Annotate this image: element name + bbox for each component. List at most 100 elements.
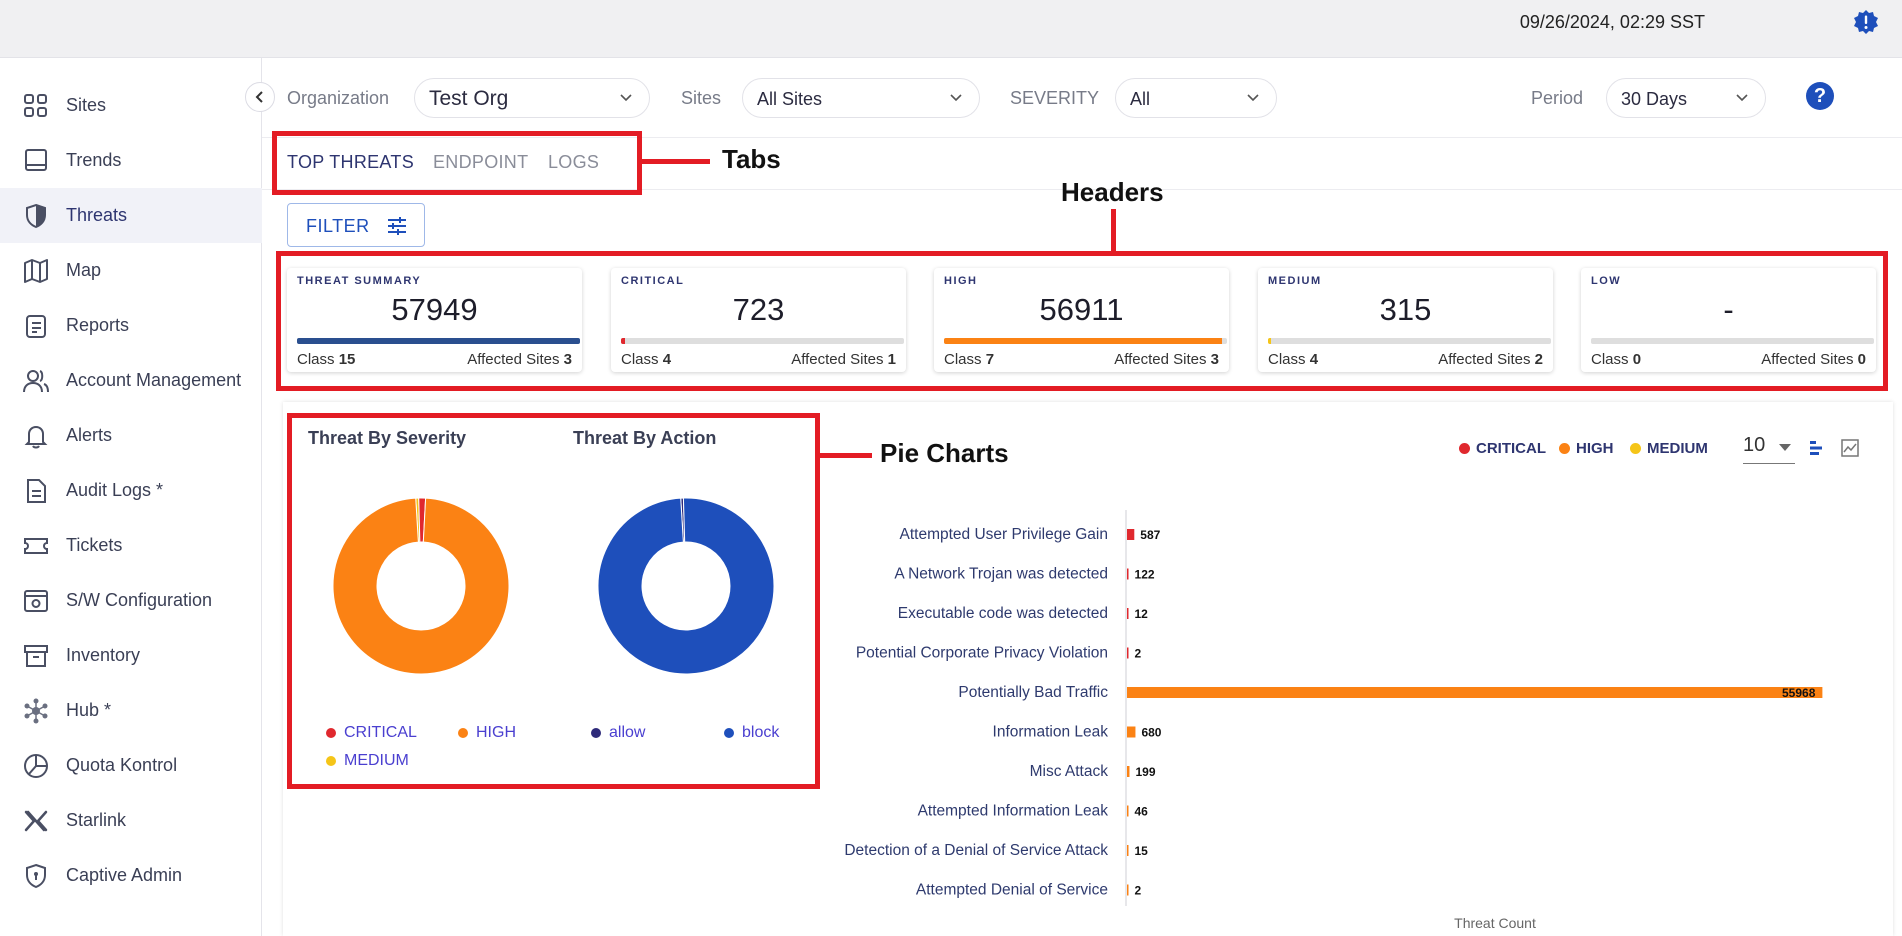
pie-charts-annotation-box [287,413,820,789]
sidebar-item-hub[interactable]: Hub * [0,683,262,738]
summary-card-medium[interactable]: MEDIUM 315 Class 4 Affected Sites 2 [1258,268,1553,372]
sidebar-item-quota-kontrol[interactable]: Quota Kontrol [0,738,262,793]
bar-legend-high[interactable]: HIGH [1559,440,1614,457]
card-progress-bar [621,338,904,344]
caret-down-icon [1779,444,1791,451]
bar-information-leak[interactable] [1127,726,1136,738]
bar-attempted-user-privilege-gain[interactable] [1127,529,1135,540]
sidebar-item-inventory[interactable]: Inventory [0,628,262,683]
sidebar-item-audit-logs[interactable]: Audit Logs * [0,463,262,518]
starlink-icon [24,810,48,831]
bar-category-label: Information Leak [993,724,1109,741]
severity-slice-high[interactable] [333,498,509,674]
bar-value-label: 15 [1135,844,1149,858]
chevron-down-icon [950,94,962,102]
sidebar-item-tickets[interactable]: Tickets [0,518,262,573]
organization-label: Organization [287,88,390,108]
bar-misc-attack[interactable] [1127,766,1130,777]
alert-badge-icon[interactable] [1853,9,1879,35]
line-chart-view-icon[interactable] [1840,438,1860,458]
period-select[interactable]: 30 Days [1606,78,1766,118]
filter-button[interactable]: FILTER [287,203,425,247]
card-class-count: 7 [985,351,995,368]
card-class-label: Class [1268,351,1306,368]
sidebar-item-threats[interactable]: Threats [0,188,262,243]
legend-label: CRITICAL [1476,440,1546,457]
sidebar-item-account-management[interactable]: Account Management [0,353,262,408]
tab-endpoint[interactable]: ENDPOINT [433,152,529,172]
card-class: Class 0 [1591,351,1641,368]
headers-annotation-label: Headers [1061,177,1164,207]
sidebar-item-label: Inventory [66,645,141,665]
sidebar-item-sw-configuration[interactable]: S/W Configuration [0,573,262,628]
action-legend-block[interactable]: block [724,724,779,742]
shield-icon [26,203,46,228]
sidebar-item-sites[interactable]: Sites [0,78,262,133]
period-label: Period [1531,88,1584,108]
legend-dot [1559,443,1570,454]
card-title: THREAT SUMMARY [297,275,422,287]
monitor-icon [25,148,47,171]
bar-executable-code-was-detected[interactable] [1127,608,1129,619]
card-class-count: 4 [662,351,672,368]
action-slice-block[interactable] [598,498,774,674]
bar-value-label: 680 [1141,726,1161,740]
card-class-label: Class [1591,351,1629,368]
severity-legend-critical[interactable]: CRITICAL [326,724,417,742]
bar-detection-of-a-denial-of-service-attack[interactable] [1127,845,1129,856]
severity-select[interactable]: All [1115,78,1277,118]
sidebar-item-starlink[interactable]: Starlink [0,793,262,848]
bar-potentially-bad-traffic[interactable] [1127,687,1823,698]
summary-card-critical[interactable]: CRITICAL 723 Class 4 Affected Sites 1 [611,268,906,372]
sidebar: Sites Trends Threats Map Reports Account… [0,58,262,936]
card-affected-label: Affected Sites [1761,351,1854,368]
chevron-left-icon [255,91,263,103]
organization-value: Test Org [429,87,509,110]
datetime-display: 09/26/2024, 02:29 SST [1519,12,1705,32]
bar-attempted-information-leak[interactable] [1127,805,1129,817]
tabs-annotation-box [272,131,642,195]
legend-label: MEDIUM [1647,440,1708,457]
x-axis-label: Threat Count [1454,915,1536,931]
summary-card-threat-summary[interactable]: THREAT SUMMARY 57949 Class 15 Affected Site… [287,268,582,372]
config-icon [24,589,48,612]
bar-value-label: 199 [1135,765,1155,779]
bar-legend-medium[interactable]: MEDIUM [1630,440,1708,457]
bar-value-label: 46 [1135,805,1149,819]
severity-legend-medium[interactable]: MEDIUM [326,752,409,770]
bar-attempted-denial-of-service[interactable] [1127,884,1129,896]
legend-label: CRITICAL [344,724,417,741]
sites-select[interactable]: All Sites [742,78,980,118]
bar-potential-corporate-privacy-violation[interactable] [1127,647,1129,659]
sidebar-item-trends[interactable]: Trends [0,133,262,188]
bar-chart-view-icon[interactable] [1808,438,1828,458]
bar-a-network-trojan-was-detected[interactable] [1127,568,1129,580]
severity-donut-chart [333,498,509,674]
severity-pie-title: Threat By Severity [308,428,467,448]
sidebar-item-alerts[interactable]: Alerts [0,408,262,463]
sidebar-item-map[interactable]: Map [0,243,262,298]
sidebar-item-captive-admin[interactable]: Captive Admin [0,848,262,903]
action-legend-allow[interactable]: allow [591,724,645,742]
period-value: 30 Days [1621,89,1688,109]
summary-card-high[interactable]: HIGH 56911 Class 7 Affected Sites 3 [934,268,1229,372]
card-class: Class 15 [297,351,355,368]
tab-logs[interactable]: LOGS [548,152,600,172]
organization-select[interactable]: Test Org [414,78,650,118]
bar-category-label: Potentially Bad Traffic [958,684,1108,701]
sidebar-item-label: Captive Admin [66,865,183,885]
sites-label: Sites [681,88,722,108]
card-affected-count: 2 [1534,351,1543,368]
tab-top-threats[interactable]: TOP THREATS [287,152,414,172]
sidebar-item-label: Map [66,260,102,280]
severity-legend-high[interactable]: HIGH [458,724,516,742]
top-n-select[interactable]: 10 [1743,432,1795,464]
summary-card-low[interactable]: LOW - Class 0 Affected Sites 0 [1581,268,1876,372]
sidebar-item-label: Sites [66,95,107,115]
sidebar-collapse-button[interactable] [245,82,275,112]
bar-legend-critical[interactable]: CRITICAL [1459,440,1546,457]
card-affected: Affected Sites 3 [467,351,572,368]
sidebar-item-reports[interactable]: Reports [0,298,262,353]
help-icon[interactable]: ? [1806,82,1834,110]
legend-label: block [742,724,780,741]
